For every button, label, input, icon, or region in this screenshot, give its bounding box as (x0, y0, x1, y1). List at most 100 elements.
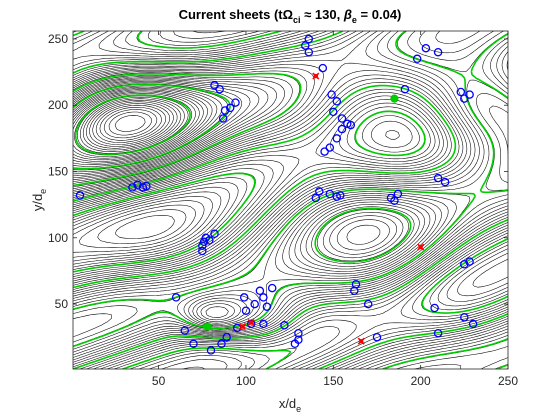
y-tick-label-50: 50 (55, 297, 69, 311)
o-point-marker (259, 319, 268, 329)
x-axis-label-main: x/d (279, 396, 296, 411)
o-point-marker (250, 299, 259, 309)
o-point-marker (468, 319, 478, 329)
o-point-marker (325, 189, 335, 199)
x-point-dot (359, 338, 364, 344)
o-point-marker (433, 173, 443, 183)
o-point-marker (460, 313, 469, 322)
o-point-marker (304, 34, 314, 44)
contour-line (73, 93, 196, 157)
null-point-markers (75, 34, 478, 355)
contour-line (82, 98, 182, 151)
o-point-marker (346, 120, 356, 130)
o-point-marker (142, 181, 151, 191)
o-point-marker (215, 85, 224, 94)
contour-line (73, 31, 508, 369)
o-point-marker (198, 246, 207, 256)
o-point-marker (315, 187, 324, 196)
o-point-marker (206, 346, 216, 355)
o-point-marker (301, 41, 310, 50)
o-point-marker (225, 103, 235, 113)
y-tick-label-250: 250 (48, 32, 68, 46)
o-point-marker (199, 237, 209, 247)
o-point-marker (128, 183, 137, 192)
o-point-marker (337, 114, 347, 123)
contour-line (86, 100, 178, 149)
contour-line (95, 104, 167, 143)
o-point-marker (231, 98, 240, 107)
o-point-marker (329, 107, 338, 117)
green-point-marker (390, 94, 399, 103)
o-point-marker (171, 293, 181, 302)
o-point-marker (198, 241, 207, 250)
o-point-marker (372, 332, 382, 342)
axes-box (72, 30, 509, 370)
o-point-marker (217, 339, 226, 349)
o-point-marker (332, 134, 342, 143)
contour-line (108, 111, 152, 136)
green-point-marker (203, 322, 212, 331)
o-point-marker (311, 193, 321, 203)
contour-line (73, 80, 425, 321)
o-point-marker (351, 279, 361, 289)
contour-line (73, 89, 381, 245)
y-axis-label-sub: e (38, 189, 48, 194)
contour-line (73, 91, 200, 159)
contour-line (73, 31, 508, 369)
x-tick-label-250: 250 (498, 374, 518, 388)
y-tick-label-150: 150 (48, 165, 68, 179)
o-point-marker (430, 303, 439, 313)
title-prefix: Current sheets (tΩ (179, 7, 293, 22)
o-point-marker (241, 306, 251, 315)
o-point-marker (218, 114, 228, 123)
contour-line (73, 200, 205, 253)
o-point-marker (363, 299, 373, 309)
o-point-marker (393, 189, 403, 199)
contour-line (73, 88, 390, 251)
title-mid: ≈ 130, (301, 7, 344, 22)
contour-line (73, 82, 420, 318)
o-point-marker (460, 94, 469, 103)
o-point-marker (280, 321, 289, 330)
x-point-dot (248, 320, 254, 325)
o-point-marker (327, 90, 336, 99)
o-point-marker (220, 106, 230, 115)
o-point-marker (246, 319, 256, 329)
x-axis-label: x/de (279, 396, 301, 414)
o-point-marker (337, 124, 347, 134)
o-point-marker (421, 43, 431, 53)
title-beta: β (343, 7, 352, 22)
o-point-marker (267, 283, 277, 293)
current-sheet (74, 94, 191, 156)
current-sheet (73, 83, 412, 263)
contour-line (73, 31, 508, 369)
y-axis-label: y/de (30, 189, 48, 211)
o-point-marker (336, 191, 345, 200)
o-point-marker (390, 196, 399, 205)
title-sub-e: e (352, 15, 357, 25)
o-point-marker (75, 191, 85, 200)
current-sheet (73, 31, 508, 369)
o-point-marker (222, 332, 231, 342)
contour-line (92, 103, 171, 145)
contour-line (103, 109, 158, 139)
contour-line (73, 31, 508, 369)
contour-line (73, 78, 436, 324)
current-sheet (73, 31, 508, 369)
o-point-marker (201, 233, 211, 243)
chart-title: Current sheets (tΩci ≈ 130, βe = 0.04) (179, 7, 402, 25)
axis-ticks: 50 100 150 200 250 50 100 150 200 250 (48, 31, 518, 388)
contour-line (73, 31, 508, 369)
o-point-marker (433, 328, 443, 338)
o-point-marker (259, 293, 268, 302)
x-tick-label-50: 50 (152, 374, 166, 388)
y-axis-label-main: y/d (30, 194, 45, 211)
x-tick-label-100: 100 (236, 374, 256, 388)
contour-line (73, 90, 204, 161)
x-axis-label-sub: e (296, 404, 301, 414)
o-point-marker (440, 177, 450, 187)
x-point-dot (313, 73, 319, 79)
contour-line (80, 97, 185, 152)
o-point-marker (304, 47, 314, 57)
